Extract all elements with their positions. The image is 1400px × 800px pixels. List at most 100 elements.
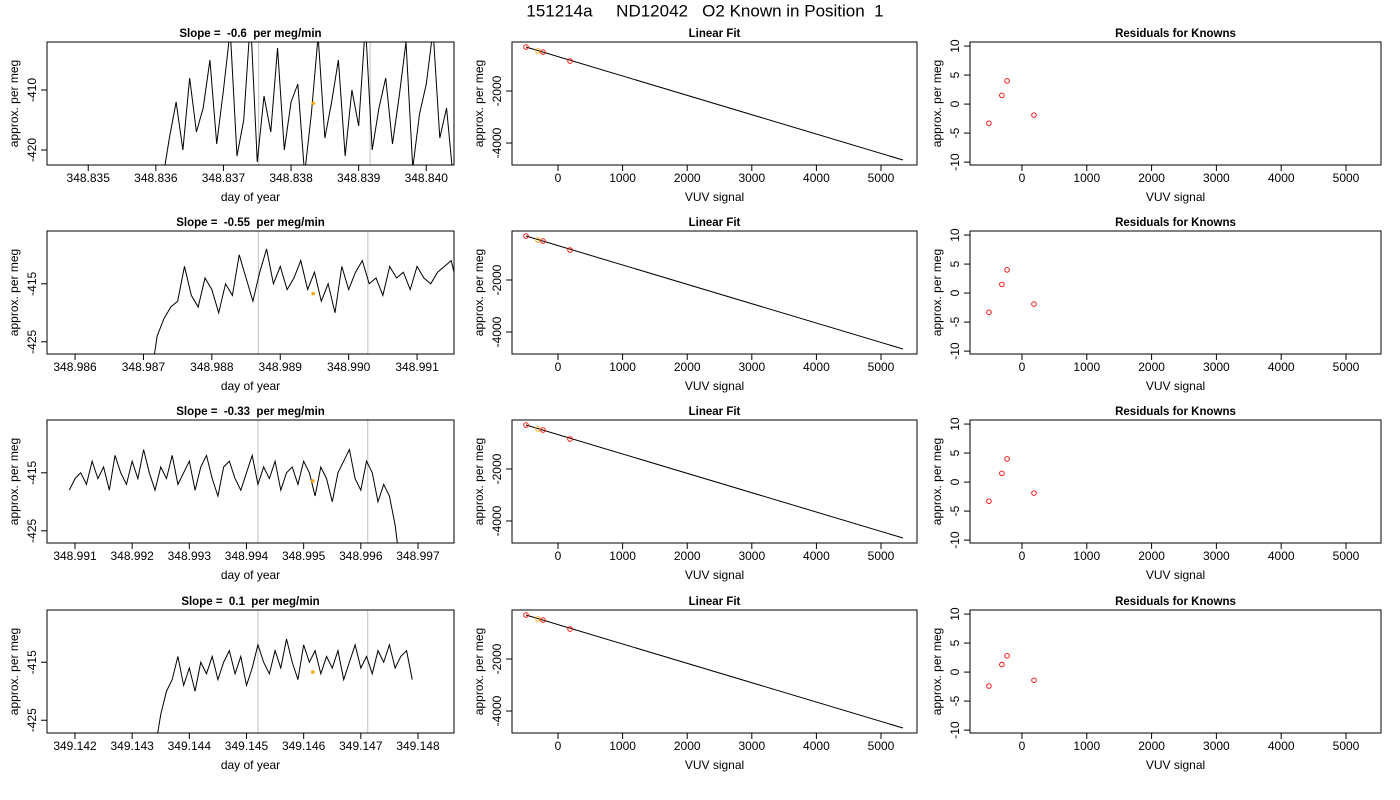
x-tick-label: 4000 (1268, 360, 1295, 374)
y-tick-label: -10 (948, 531, 962, 549)
y-tick-label: -420 (25, 138, 39, 162)
data-point (567, 58, 573, 64)
panel: Slope = -0.33 per meg/min day of year appr… (7, 406, 455, 582)
data-point (1031, 490, 1037, 496)
panel-title: Residuals for Knowns (1115, 217, 1236, 229)
x-tick-label: 348.991 (53, 549, 97, 563)
y-axis-label: approx. per meg (472, 628, 486, 715)
panel: Residuals for Knowns VUV signal approx. pe… (930, 28, 1382, 204)
y-tick-label: 10 (948, 607, 962, 621)
data-point (1004, 456, 1010, 462)
x-tick-label: 348.837 (202, 171, 246, 185)
plot-frame (969, 230, 1382, 355)
panel-title: Residuals for Knowns (1115, 406, 1236, 418)
plot-area (164, 42, 453, 165)
x-tick-label: 348.996 (339, 549, 383, 563)
panel: Linear Fit VUV signal approx. per meg 0 1000… (472, 217, 918, 393)
data-line (164, 42, 453, 165)
plot-area (68, 420, 398, 543)
x-tick-label: 348.838 (269, 171, 313, 185)
data-point (567, 436, 573, 442)
y-tick-label: 5 (948, 260, 962, 267)
plot-area (523, 422, 904, 539)
panel-title: Slope = 0.1 per meg/min (181, 596, 319, 608)
data-point (535, 237, 541, 243)
y-tick-label: -425 (25, 518, 39, 542)
y-axis-label: approx. per meg (7, 628, 21, 715)
y-tick-label: -410 (25, 78, 39, 102)
y-tick-label: 10 (948, 228, 962, 242)
x-tick-label: 349.146 (282, 739, 326, 753)
y-tick-label: -2000 (490, 75, 504, 106)
x-tick-label: 349.143 (110, 739, 154, 753)
data-point (535, 426, 541, 432)
x-tick-label: 3000 (738, 171, 765, 185)
x-tick-label: 2000 (1138, 171, 1165, 185)
panel-title: Residuals for Knowns (1115, 28, 1236, 40)
y-tick-label: -5 (948, 316, 962, 327)
x-tick-label: 348.836 (134, 171, 178, 185)
x-axis-label: VUV signal (685, 190, 744, 204)
data-point (999, 281, 1005, 288)
fit-line (525, 424, 904, 539)
y-tick-label: -425 (25, 708, 39, 732)
panel-title: Residuals for Knowns (1115, 596, 1236, 608)
x-tick-label: 5000 (1333, 171, 1360, 185)
x-tick-label: 348.993 (168, 549, 212, 563)
data-point (540, 427, 546, 433)
plot-frame (46, 419, 455, 544)
plot-frame (46, 609, 455, 734)
y-tick-label: -5 (948, 695, 962, 706)
x-tick-label: 348.994 (225, 549, 269, 563)
x-tick-label: 0 (1019, 171, 1026, 185)
plot-frame (969, 419, 1382, 544)
x-axis-label: VUV signal (685, 379, 744, 393)
panel-title: Linear Fit (689, 596, 741, 608)
x-tick-label: 1000 (1073, 739, 1100, 753)
x-axis-label: day of year (221, 190, 280, 204)
highlight-point (311, 479, 315, 483)
plot-area (986, 267, 1037, 315)
x-tick-label: 2000 (1138, 739, 1165, 753)
y-axis-label: approx. per meg (472, 249, 486, 336)
plot-frame (511, 419, 918, 544)
data-point (523, 233, 529, 239)
x-axis-label: VUV signal (685, 568, 744, 582)
x-axis-label: VUV signal (685, 758, 744, 772)
x-tick-label: 348.991 (395, 360, 439, 374)
x-tick-label: 4000 (803, 171, 830, 185)
y-tick-label: 0 (948, 100, 962, 107)
plot-frame (46, 41, 455, 166)
data-point (1031, 112, 1037, 118)
x-tick-label: 1000 (1073, 360, 1100, 374)
highlight-point (311, 291, 315, 296)
plot-frame (46, 230, 455, 355)
x-tick-label: 0 (555, 360, 562, 374)
data-point (1004, 78, 1010, 84)
highlight-point (311, 101, 316, 105)
x-tick-label: 349.144 (168, 739, 212, 753)
plot-area (153, 231, 454, 354)
x-axis-label: day of year (221, 568, 280, 582)
x-tick-label: 5000 (1333, 360, 1360, 374)
x-tick-label: 348.986 (53, 360, 97, 374)
panel: Slope = 0.1 per meg/min day of year approx… (7, 596, 455, 772)
data-point (986, 309, 992, 315)
plot-frame (511, 609, 918, 734)
x-tick-label: 0 (555, 549, 562, 563)
x-tick-label: 348.840 (405, 171, 449, 185)
x-tick-label: 2000 (674, 549, 701, 563)
x-tick-label: 1000 (609, 739, 636, 753)
y-axis-label: approx. per meg (930, 628, 944, 715)
data-point (999, 470, 1005, 477)
y-tick-label: -4000 (490, 695, 504, 726)
y-axis-label: approx. per meg (930, 60, 944, 147)
x-tick-label: 348.835 (67, 171, 111, 185)
panel-title: Linear Fit (689, 406, 741, 418)
x-tick-label: 0 (555, 739, 562, 753)
plot-area (986, 653, 1037, 689)
plot-frame (511, 230, 918, 355)
x-axis-label: VUV signal (1146, 758, 1205, 772)
x-tick-label: 1000 (609, 360, 636, 374)
x-tick-label: 4000 (803, 739, 830, 753)
